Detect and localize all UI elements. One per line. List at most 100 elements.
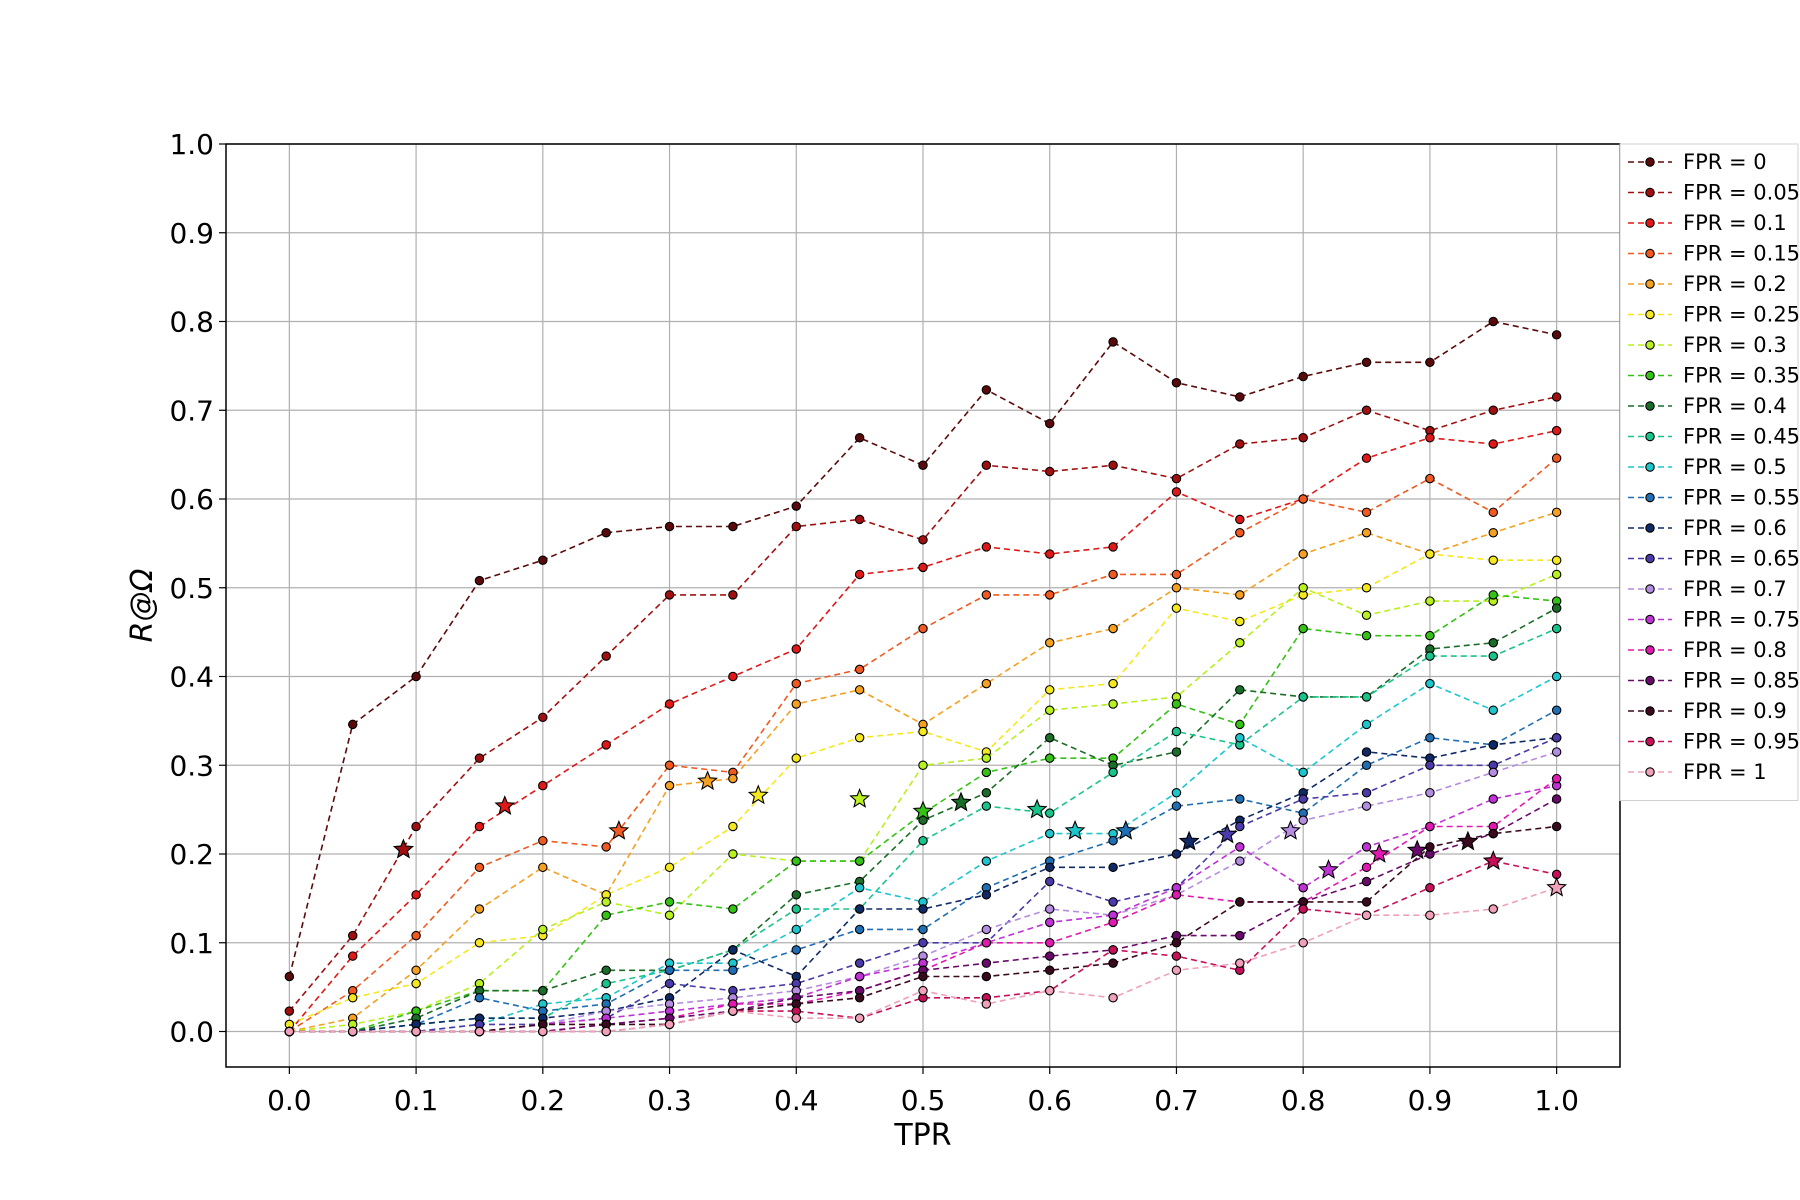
data-point [981,542,992,552]
data-point [1108,542,1118,552]
legend-marker [1645,736,1655,747]
data-point [1298,692,1308,702]
data-point [1108,699,1118,709]
data-point [918,904,928,914]
data-point [1171,849,1182,859]
data-point [1361,876,1372,887]
series-points [284,316,1562,1037]
x-tick-label: 0.4 [774,1084,819,1117]
legend-label: FPR = 0.9 [1683,699,1787,723]
data-point [1044,732,1055,743]
legend-label: FPR = 0.25 [1683,303,1800,327]
data-point [538,862,548,873]
data-point [1171,747,1182,757]
data-point [538,924,548,935]
star-marker [1457,830,1479,851]
legend-label: FPR = 0.4 [1683,394,1787,418]
data-point [1551,794,1562,804]
data-point [601,1026,611,1037]
data-point [1235,392,1245,402]
data-point [1488,904,1499,914]
data-point [1171,569,1182,580]
data-point [1108,897,1118,907]
star-marker [1178,830,1200,851]
data-point [1235,638,1245,648]
data-point [791,753,802,763]
data-point [728,521,738,532]
data-point [1488,767,1499,778]
legend-label: FPR = 0.45 [1683,425,1800,449]
data-point [1235,732,1245,743]
data-point [1044,917,1055,928]
data-point [1425,821,1435,832]
data-point [728,1006,738,1016]
data-point [1108,569,1118,580]
data-point [474,937,485,948]
data-point [1361,582,1372,593]
data-point [1425,732,1435,743]
data-point [1425,549,1435,559]
data-point [1488,740,1499,750]
y-tick-label: 0.5 [169,572,214,605]
data-point [1044,418,1055,429]
data-point [854,664,865,675]
data-point [1488,405,1499,415]
data-point [1425,788,1435,798]
y-axis-ticks: 0.0 0.1 0.2 0.3 0.4 0.5 0.6 0.7 0.8 0.9 1.0 [169,128,226,1049]
data-point [1298,767,1308,778]
series-line-18 [289,825,1557,1033]
data-point [1488,316,1499,327]
data-point [981,385,992,395]
star-marker [747,784,769,805]
data-point [791,856,802,866]
data-point [347,993,358,1003]
data-point [1171,487,1182,497]
data-point [981,767,992,778]
data-point [1425,630,1435,641]
data-point [664,965,675,976]
legend-label: FPR = 0.7 [1683,577,1787,601]
data-point [1235,439,1245,449]
series-line-12 [289,736,1557,1033]
data-point [1298,904,1308,914]
data-point [918,985,928,996]
x-tick-label: 1.0 [1534,1084,1579,1117]
star-marker [1546,876,1568,897]
star-marker [1406,839,1428,860]
legend-label: FPR = 0.85 [1683,669,1800,693]
data-point [981,999,992,1009]
data-point [1171,603,1182,613]
data-point [1425,910,1435,920]
data-point [1171,582,1182,593]
data-point [791,924,802,935]
data-point [728,821,738,832]
legend-marker [1645,309,1655,320]
data-point [854,993,865,1003]
data-point [1171,801,1182,811]
data-point [1108,678,1118,689]
data-point [1044,685,1055,695]
legend-marker [1645,584,1655,594]
legend-marker [1645,675,1655,686]
data-point [538,555,548,565]
data-point [854,958,865,968]
data-point [1108,623,1118,634]
legend-label: FPR = 0.55 [1683,486,1800,510]
data-point [664,897,675,907]
data-point [601,910,611,920]
legend-marker [1645,248,1655,259]
data-point [1551,732,1562,743]
data-point [918,835,928,846]
legend-label: FPR = 0.8 [1683,638,1787,662]
data-point [411,821,421,832]
data-point [728,904,738,914]
data-point [474,1026,485,1037]
data-point [981,856,992,866]
star-marker [950,791,972,812]
data-point [918,760,928,770]
data-point [411,671,421,682]
data-point [284,971,295,982]
data-point [1551,705,1562,715]
data-point [1108,993,1118,1003]
data-point [1171,965,1182,976]
